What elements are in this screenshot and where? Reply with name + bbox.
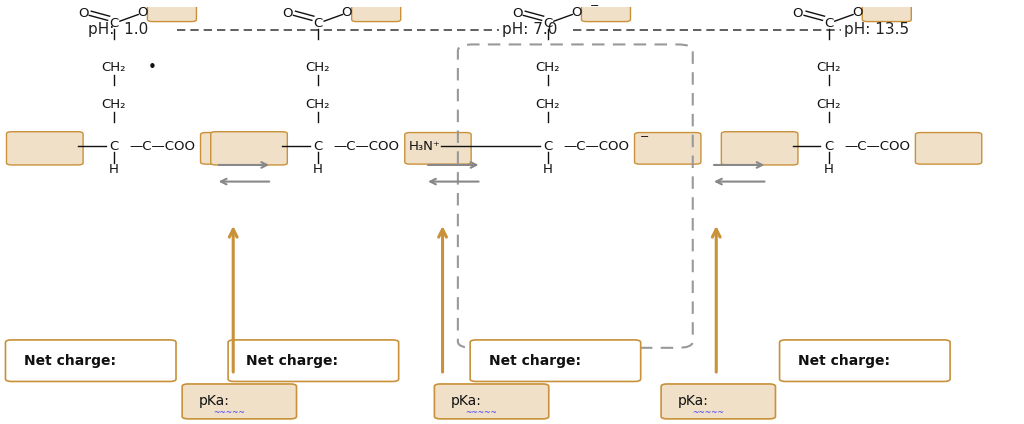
Text: H: H	[313, 163, 323, 176]
Text: H: H	[543, 163, 553, 176]
Text: H: H	[823, 163, 834, 176]
FancyBboxPatch shape	[147, 0, 197, 22]
FancyBboxPatch shape	[404, 133, 471, 164]
Text: —: —	[81, 140, 94, 153]
Text: H: H	[109, 163, 119, 176]
Text: ~~~~~: ~~~~~	[692, 408, 724, 417]
Text: pH:  1.0: pH: 1.0	[88, 22, 148, 37]
FancyBboxPatch shape	[434, 384, 549, 419]
Text: O: O	[512, 7, 522, 20]
Text: CH₂: CH₂	[816, 98, 841, 111]
Text: pH: 13.5: pH: 13.5	[844, 22, 909, 37]
Text: H₃N⁺: H₃N⁺	[409, 140, 440, 153]
Text: pKa:: pKa:	[199, 394, 229, 408]
FancyBboxPatch shape	[662, 384, 775, 419]
Text: CH₂: CH₂	[536, 98, 560, 111]
Text: —C—COO: —C—COO	[129, 140, 195, 153]
FancyBboxPatch shape	[201, 133, 267, 164]
Text: Net charge:: Net charge:	[247, 354, 339, 368]
FancyBboxPatch shape	[182, 384, 297, 419]
Text: —: —	[796, 140, 809, 153]
Text: •: •	[148, 60, 157, 75]
Text: Net charge:: Net charge:	[24, 354, 116, 368]
Text: −: −	[590, 1, 599, 11]
Text: −: −	[640, 132, 649, 142]
FancyBboxPatch shape	[351, 0, 400, 22]
Text: CH₂: CH₂	[101, 98, 126, 111]
FancyBboxPatch shape	[582, 0, 631, 22]
Text: CH₂: CH₂	[816, 61, 841, 74]
Text: —C—COO: —C—COO	[844, 140, 910, 153]
Text: CH₂: CH₂	[536, 61, 560, 74]
Text: C: C	[110, 17, 119, 30]
Text: O: O	[793, 7, 803, 20]
Text: O: O	[78, 7, 88, 20]
Text: CH₂: CH₂	[306, 61, 330, 74]
Text: O: O	[137, 6, 147, 20]
Text: O: O	[341, 6, 352, 20]
FancyBboxPatch shape	[228, 340, 398, 382]
Text: C: C	[824, 140, 834, 153]
Text: C: C	[824, 17, 834, 30]
Text: C: C	[543, 17, 552, 30]
Text: pKa:: pKa:	[451, 394, 481, 408]
FancyBboxPatch shape	[915, 133, 982, 164]
Text: ~~~~~: ~~~~~	[213, 408, 245, 417]
Text: O: O	[282, 7, 293, 20]
Text: C: C	[110, 140, 119, 153]
FancyBboxPatch shape	[5, 340, 176, 382]
Text: C: C	[313, 17, 323, 30]
FancyBboxPatch shape	[779, 340, 950, 382]
FancyBboxPatch shape	[211, 132, 288, 165]
Text: —C—COO: —C—COO	[563, 140, 629, 153]
Text: —: —	[286, 140, 299, 153]
Text: ~~~~~: ~~~~~	[465, 408, 497, 417]
Text: Net charge:: Net charge:	[798, 354, 890, 368]
Text: pKa:: pKa:	[678, 394, 709, 408]
Text: —C—COO: —C—COO	[333, 140, 399, 153]
FancyBboxPatch shape	[635, 133, 700, 164]
Text: O: O	[852, 6, 862, 20]
FancyBboxPatch shape	[862, 0, 911, 22]
Text: pH: 7.0: pH: 7.0	[502, 22, 557, 37]
Text: Net charge:: Net charge:	[488, 354, 581, 368]
FancyBboxPatch shape	[721, 132, 798, 165]
Text: C: C	[313, 140, 323, 153]
Text: O: O	[571, 6, 582, 20]
Text: CH₂: CH₂	[101, 61, 126, 74]
FancyBboxPatch shape	[6, 132, 83, 165]
FancyBboxPatch shape	[470, 340, 641, 382]
Text: CH₂: CH₂	[306, 98, 330, 111]
Text: C: C	[543, 140, 552, 153]
